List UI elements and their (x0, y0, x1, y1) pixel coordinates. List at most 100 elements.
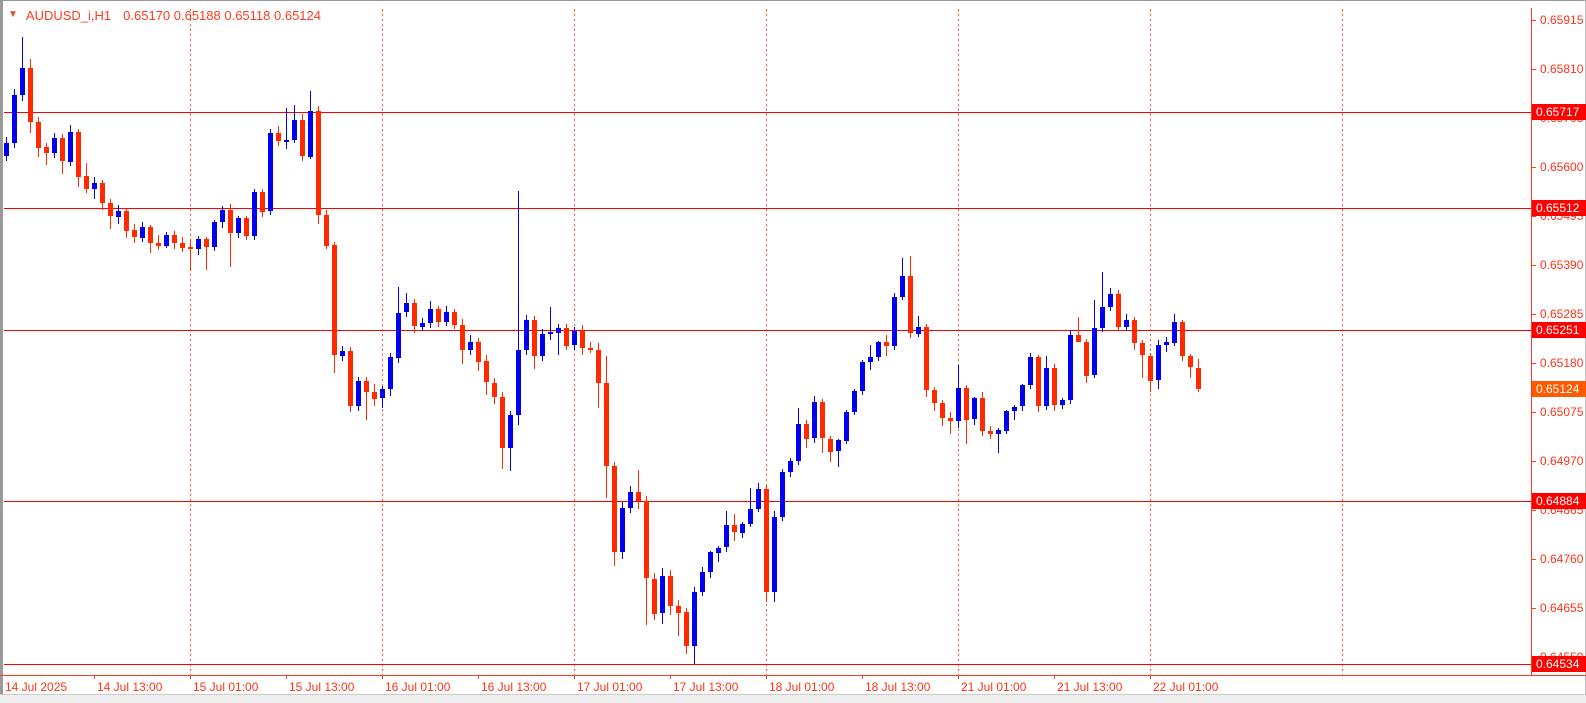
candle-body (1148, 356, 1153, 381)
price-line-label: 0.64884 (1532, 493, 1586, 509)
candle-body (84, 176, 89, 189)
candle-body (700, 572, 705, 592)
candle-body (1180, 322, 1185, 356)
candle-body (452, 312, 457, 325)
candle-body (1100, 307, 1105, 328)
candle-body (524, 320, 529, 350)
candle-body (844, 412, 849, 441)
candle-body (492, 383, 497, 397)
candle-body (876, 342, 881, 357)
candle-body (380, 389, 385, 398)
candle-body (1060, 400, 1065, 405)
time-tick-label: 22 Jul 01:00 (1153, 680, 1219, 694)
candle-body (1188, 356, 1193, 367)
candle-body (588, 348, 593, 350)
candle-body (316, 111, 321, 215)
candle-body (364, 381, 369, 392)
candle-body (324, 215, 329, 246)
time-tick-label: 17 Jul 13:00 (673, 680, 739, 694)
candle-body (1116, 294, 1121, 327)
candle-body (332, 245, 337, 355)
candle-body (20, 68, 25, 95)
candle-body (956, 388, 961, 421)
candle-body (412, 303, 417, 326)
candle-body (940, 403, 945, 418)
candle-body (508, 415, 513, 448)
time-tick-label: 14 Jul 13:00 (97, 680, 163, 694)
candle-body (188, 247, 193, 249)
chart-title: ▼ AUDUSD_i,H1 0.65170 0.65188 0.65118 0.… (8, 7, 321, 23)
candle-body (900, 276, 905, 297)
candle-body (268, 133, 273, 211)
candle-body (988, 431, 993, 434)
candle-body (908, 276, 913, 333)
candle-body (172, 235, 177, 243)
candle-body (372, 392, 377, 399)
symbol-dropdown-triangle-icon: ▼ (8, 9, 18, 20)
candle-body (780, 472, 785, 517)
ohlc-values-label: 0.65170 0.65188 0.65118 0.65124 (123, 7, 321, 23)
candle-body (436, 309, 441, 322)
candle-body (12, 95, 17, 143)
candle-body (44, 147, 49, 153)
candle-body (140, 227, 145, 238)
candle-body (444, 312, 449, 322)
candle-body (164, 235, 169, 246)
candle-body (60, 138, 65, 161)
candle-body (668, 576, 673, 606)
time-tick-label: 17 Jul 01:00 (577, 680, 643, 694)
time-tick-label: 18 Jul 13:00 (865, 680, 931, 694)
candle-body (756, 489, 761, 509)
candle-body (92, 183, 97, 189)
candle-body (652, 579, 657, 614)
candle-body (108, 203, 113, 216)
candle-body (228, 210, 233, 233)
candle-body (76, 132, 81, 177)
candle-body (28, 68, 33, 122)
candle-body (836, 440, 841, 451)
candle-body (348, 351, 353, 406)
candle-body (404, 303, 409, 312)
candle-body (1044, 368, 1049, 406)
candle-body (1196, 368, 1201, 389)
candle-body (100, 183, 105, 203)
time-tick-label: 14 Jul 2025 (5, 680, 67, 694)
candle-body (972, 398, 977, 419)
candle-body (1164, 342, 1169, 345)
candle-body (340, 351, 345, 356)
candle-body (564, 328, 569, 346)
candle-body (1068, 335, 1073, 400)
candle-body (396, 313, 401, 358)
candle-body (260, 192, 265, 212)
candle-body (1076, 335, 1081, 342)
candle-body (932, 390, 937, 403)
candle-body (812, 402, 817, 438)
candle-body (1132, 320, 1137, 343)
candle-body (948, 418, 953, 421)
symbol-period-label: AUDUSD_i,H1 (25, 7, 112, 23)
candle-body (916, 327, 921, 334)
price-tick-label: 0.65915 (1540, 13, 1584, 27)
candle-body (212, 222, 217, 247)
candle-body (180, 243, 185, 248)
candle-body (500, 397, 505, 448)
candle-body (612, 466, 617, 552)
candle-body (996, 430, 1001, 434)
candle-body (676, 606, 681, 613)
candle-body (4, 143, 9, 156)
price-line-label: 0.65512 (1532, 200, 1586, 216)
candle-body (788, 461, 793, 472)
candle-body (52, 138, 57, 153)
candle-body (236, 218, 241, 233)
candle-body (1092, 328, 1097, 375)
candle-body (724, 525, 729, 547)
candle-body (852, 391, 857, 412)
candle-body (1084, 342, 1089, 376)
candle-body (220, 210, 225, 222)
candle-body (636, 492, 641, 501)
candle-body (1028, 357, 1033, 385)
candle-body (740, 524, 745, 533)
candle-body (604, 383, 609, 466)
candle-body (204, 239, 209, 247)
